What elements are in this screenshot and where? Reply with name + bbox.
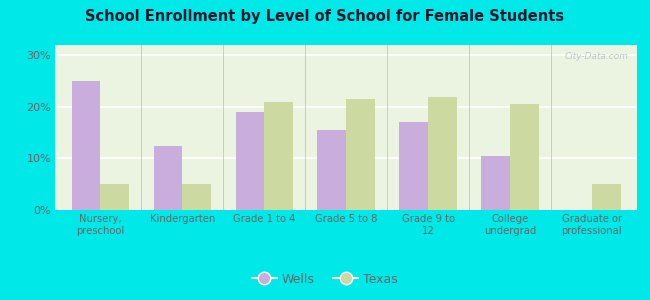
Bar: [346, 99, 375, 210]
Bar: [264, 102, 293, 210]
Text: School Enrollment by Level of School for Female Students: School Enrollment by Level of School for…: [85, 9, 565, 24]
Bar: [428, 97, 457, 210]
Bar: [100, 184, 129, 210]
Bar: [592, 184, 621, 210]
Bar: [510, 104, 539, 210]
Bar: [481, 156, 510, 210]
Bar: [72, 81, 100, 210]
Legend: Wells, Texas: Wells, Texas: [247, 268, 403, 291]
Bar: [235, 112, 264, 210]
Text: City-Data.com: City-Data.com: [564, 52, 629, 61]
Bar: [317, 130, 346, 210]
Bar: [399, 122, 428, 210]
Bar: [182, 184, 211, 210]
Bar: [153, 146, 182, 210]
